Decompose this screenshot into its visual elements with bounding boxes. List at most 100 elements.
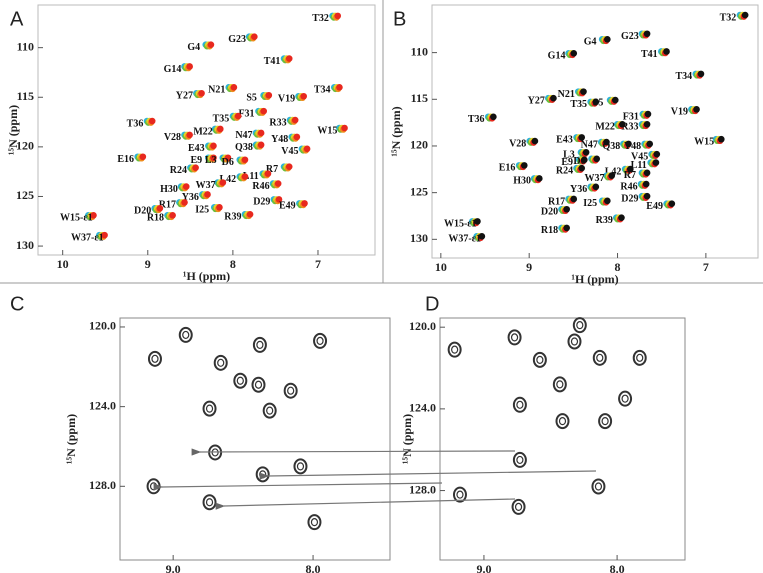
peak-contour [601,417,609,426]
peak [582,149,590,156]
peak [216,125,224,133]
peak [265,91,273,99]
plot-frame [431,4,759,259]
peak-contour [555,413,570,430]
peak [581,156,588,164]
peak-label: E43 [556,135,573,146]
x-tick-label: 8 [230,257,236,271]
peak [139,153,147,161]
peak [101,231,108,239]
peak-label: V28 [164,132,181,143]
peak [148,117,156,125]
peak-label: I25 [195,205,209,216]
peak-contour [256,340,264,349]
peak-contour [536,355,544,364]
peak [219,179,227,186]
y-tick-label: 130 [16,238,34,252]
peak-label: R17 [159,200,176,211]
peak [643,192,651,200]
y-tick-label: 125 [410,184,428,198]
peak [643,169,651,177]
peak-label: Y36 [182,192,199,203]
peak-label: E49 [279,201,296,212]
peak-label: M22 [595,122,614,133]
peak [592,98,600,106]
peak-contour [594,482,603,491]
peak [663,48,670,55]
y-axis-label: ¹⁵N (ppm) [400,414,414,464]
peak [285,55,293,62]
y-tick-label: 120.0 [409,319,436,333]
peak [300,92,307,100]
peak [580,88,587,95]
peak [652,159,660,166]
peak-label: F31 [238,108,254,119]
y-tick-label: 125 [16,188,34,202]
peak [646,140,654,148]
peak-contour [512,451,527,468]
x-tick-label: 8.0 [306,562,321,573]
peak [274,180,282,187]
peak-label: N21 [558,89,575,100]
peak-contour [621,394,629,403]
peak-contour [632,349,647,366]
x-tick-label: 7 [315,257,321,271]
peak-contour [451,345,459,354]
peak-label: G14 [548,51,566,62]
x-tick-label: 10 [435,260,447,274]
peak-label: H30 [513,176,531,187]
peak [578,164,586,172]
peak [198,89,205,97]
peak-label: Y48 [271,134,288,145]
peak [619,120,626,128]
peak [204,191,211,198]
peak-label: R18 [541,225,558,236]
peak [224,154,232,162]
y-tick-label: 120 [16,139,34,153]
peak-contour [514,502,523,512]
peak-contour [452,486,467,503]
peak-label: G4 [187,42,200,53]
peak-label: T35 [213,113,230,124]
peak-contour [512,396,527,413]
peak [570,195,578,203]
peak-contour [205,404,214,413]
peak-label: G4 [584,37,597,48]
peak [520,162,528,169]
peak-contour [570,337,579,346]
peak-label: R39 [224,212,241,223]
peak-contour [178,326,193,343]
panel: B 10 9 8 7 110 115 120 125 130 ¹H (ppm) ¹⁵N (ppm) T3… [389,4,759,286]
peak-label: E49 [646,201,663,212]
peak [608,172,616,179]
peak-contour [259,470,267,479]
panel: A 10 9 8 7 110 115 120 125 130 ¹H (ppm) ¹⁵N (ppm) T3… [6,4,376,283]
peak-label: R46 [252,181,269,192]
peak-label: T34 [314,85,331,96]
y-tick-label: 128.0 [409,482,436,496]
peak [207,41,215,48]
peak-label: W37-ε1 [71,232,104,243]
panel-label: B [393,8,406,30]
peak-label: E9 [190,155,202,166]
peak [570,50,578,57]
x-tick-label: 9.0 [476,562,491,573]
peak [603,138,610,146]
peak-label: R17 [548,196,565,207]
arrow [153,482,443,491]
peak [625,140,632,148]
peak [234,112,242,120]
peak-label: D29 [621,193,638,204]
arrows [153,448,597,510]
peak [490,113,497,121]
y-axis-label: ¹⁵N (ppm) [64,414,78,464]
peak-label: T36 [127,118,144,129]
peak [186,131,193,139]
peak-contour [296,462,305,471]
peak-label: N47 [235,130,252,141]
x-tick-label: 9 [526,260,532,274]
peak-label: N21 [208,85,225,96]
peak [593,155,601,163]
peak-contour [592,349,607,366]
